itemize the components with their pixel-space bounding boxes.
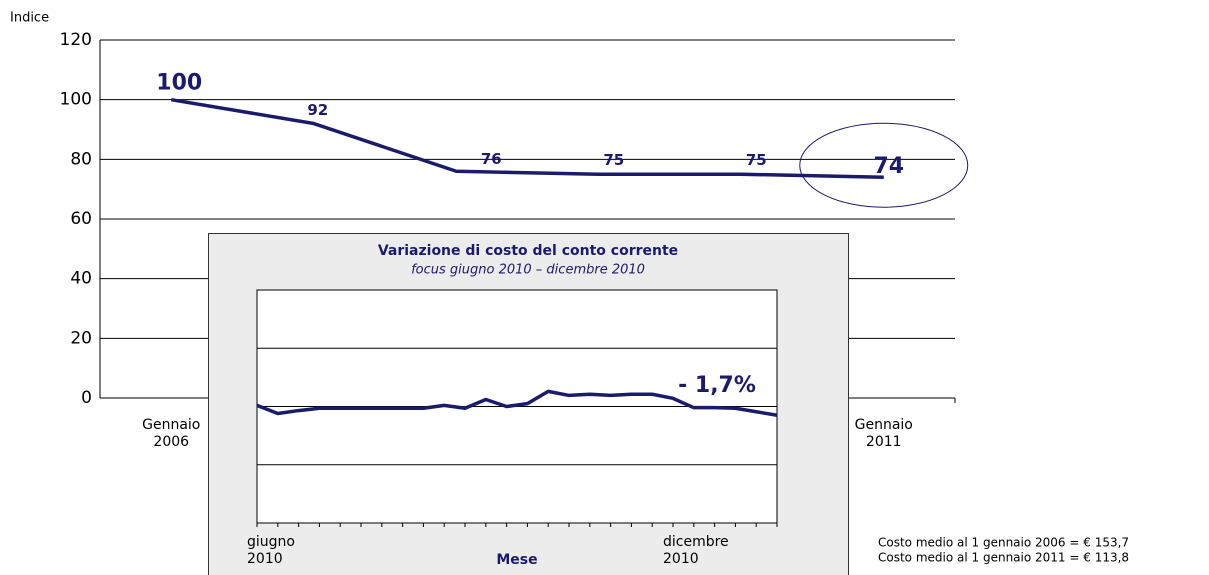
x-tick-label: Gennaio 2006 — [142, 417, 200, 450]
y-tick-label: 60 — [70, 209, 92, 229]
data-label: 92 — [307, 101, 328, 119]
inset-subtitle: focus giugno 2010 – dicembre 2010 — [411, 263, 645, 278]
y-axis-label: Indice — [10, 11, 49, 26]
x-tick-label: giugno 2010 — [247, 534, 295, 567]
data-label: 75 — [603, 151, 624, 169]
footnote: Costo medio al 1 gennaio 2006 = € 153,7 — [878, 536, 1129, 550]
data-label: 100 — [156, 71, 202, 96]
data-label: 76 — [481, 150, 502, 168]
x-tick-label: Gennaio 2011 — [855, 417, 913, 450]
y-tick-label: 0 — [81, 388, 92, 408]
y-tick-label: 120 — [60, 30, 92, 50]
footnote: Costo medio al 1 gennaio 2011 = € 113,8 — [878, 551, 1129, 565]
data-label: 74 — [873, 154, 904, 179]
x-tick-label: dicembre 2010 — [663, 534, 729, 567]
data-line — [170, 97, 884, 179]
y-tick-label: 40 — [70, 269, 92, 289]
x-axis-label: Mese — [496, 552, 537, 568]
y-tick-label: 20 — [70, 328, 92, 348]
highlight-ellipse — [799, 122, 969, 208]
y-tick-label: 100 — [60, 90, 92, 110]
annotation: - 1,7% — [678, 373, 756, 398]
y-tick-label: 80 — [70, 149, 92, 169]
data-line — [256, 389, 778, 417]
data-label: 75 — [746, 151, 767, 169]
inset-title: Variazione di costo del conto corrente — [378, 243, 678, 259]
